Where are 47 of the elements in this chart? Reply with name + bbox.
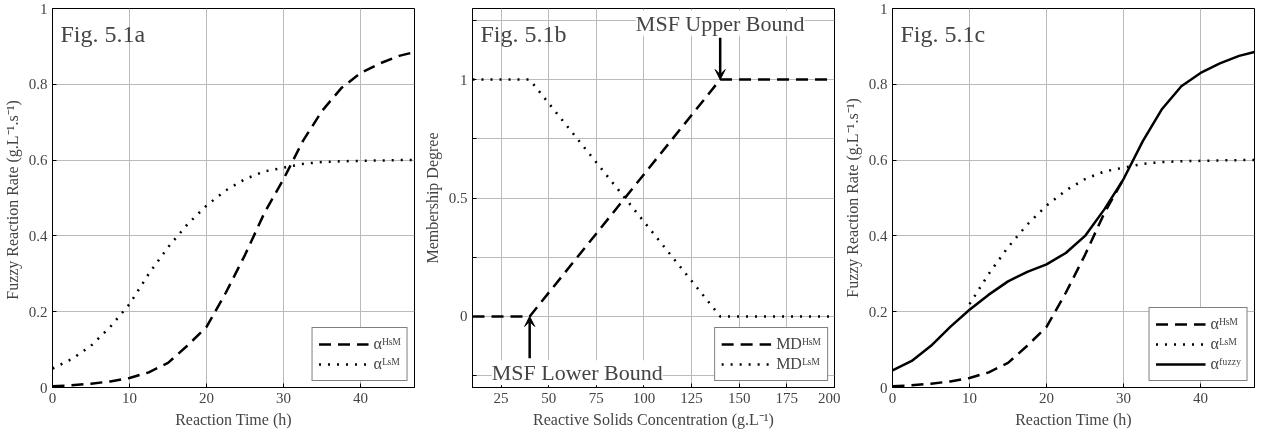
x-tick-label: 20: [199, 389, 215, 406]
y-axis-title: Fuzzy Reaction Rate (g.L⁻¹.s⁻¹): [3, 100, 22, 300]
y-tick-label: 0.5: [448, 190, 468, 206]
y-axis-title: Membership Degree: [423, 132, 442, 264]
y-tick-label: 0.6: [868, 152, 888, 169]
y-tick-label: 0.4: [868, 227, 888, 244]
legend-label: αᴸˢᴹ: [1210, 335, 1237, 353]
x-tick-label: 150: [727, 389, 751, 406]
x-tick-label: 40: [1193, 389, 1209, 406]
legend-label: αᴸˢᴹ: [373, 355, 400, 373]
x-tick-label: 10: [962, 389, 978, 406]
x-tick-label: 10: [122, 389, 138, 406]
y-axis-title: Fuzzy Reaction Rate (g.L⁻¹.s⁻¹): [843, 98, 862, 298]
text: Fig. 5.1b: [480, 20, 567, 47]
x-tick-label: 125: [680, 389, 703, 406]
x-tick-label: 175: [775, 389, 799, 406]
legend-label: MDᴴˢᴹ: [776, 335, 821, 353]
x-tick-label: 100: [632, 389, 656, 406]
y-tick-label: 1: [40, 0, 48, 17]
x-tick-label: 50: [541, 389, 557, 406]
annotation: MSF Upper Bound: [635, 10, 805, 36]
y-tick-label: 0.8: [28, 76, 48, 93]
x-tick-label: 75: [588, 389, 604, 406]
y-tick-label: 0.8: [868, 76, 888, 93]
y-tick-label: 0.6: [28, 152, 48, 169]
x-axis-title: Reaction Time (h): [1015, 410, 1132, 429]
text: Fig. 5.1c: [900, 20, 986, 47]
x-axis-title: Reactive Solids Concentration (g.L⁻¹): [533, 410, 774, 429]
annotation: MSF Lower Bound: [491, 360, 663, 386]
x-tick-label: 30: [276, 389, 292, 406]
legend-label: αᴴˢᴹ: [373, 335, 401, 353]
x-tick-label: 30: [1116, 389, 1132, 406]
x-tick-label: 20: [1039, 389, 1055, 406]
x-tick-label: 40: [353, 389, 369, 406]
y-tick-label: 0.4: [28, 227, 48, 244]
x-tick-label: 200: [818, 389, 841, 406]
y-tick-label: 0.2: [28, 303, 48, 320]
y-tick-label: 0: [460, 308, 468, 325]
legend-label: αᶠᵘᶻᶻʸ: [1210, 355, 1241, 373]
legend-label: MDᴸˢᴹ: [776, 355, 820, 373]
legend-label: αᴴˢᴹ: [1210, 315, 1238, 333]
x-tick-label: 25: [493, 389, 509, 406]
text: Fig. 5.1a: [60, 20, 146, 47]
y-tick-label: 1: [880, 0, 888, 17]
y-tick-label: 0.2: [868, 303, 888, 320]
x-axis-title: Reaction Time (h): [175, 410, 292, 429]
y-tick-label: 1: [460, 71, 468, 88]
